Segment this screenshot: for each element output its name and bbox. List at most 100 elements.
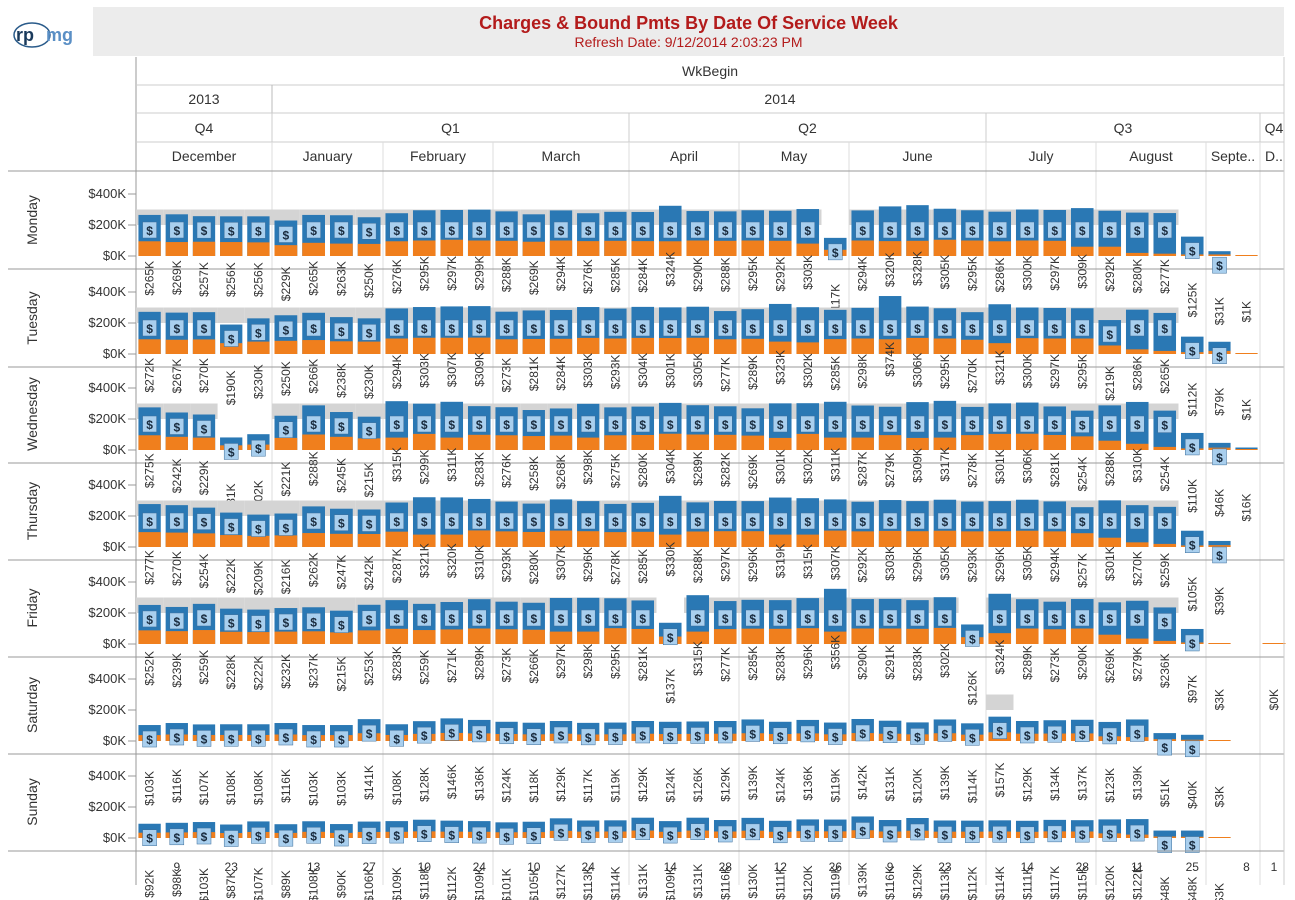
data-label: $374K [883,342,897,377]
data-label: $285K [746,646,760,681]
data-label: $297K [1048,354,1062,389]
dollar-sign-box [965,826,980,843]
dollar-sign: $ [969,418,976,432]
dollar-sign: $ [832,418,839,432]
data-label: $288K [718,257,732,292]
dollar-sign-box [142,730,157,748]
dollar-sign-box [251,222,266,239]
dollar-sign: $ [914,515,921,529]
data-label: $315K [691,641,705,676]
dollar-sign-box [718,512,733,530]
payment-bar [988,633,1012,644]
payment-bar [440,337,464,354]
data-label: $141K [362,765,376,800]
dollar-sign: $ [228,732,235,746]
data-label: $293K [965,548,979,583]
data-label: $116K [279,769,293,803]
rpmg-logo: rp mg [8,20,88,50]
dollar-sign: $ [996,322,1003,336]
data-label: $298K [581,450,595,485]
dollar-sign-box [142,221,157,239]
payment-bar [467,337,491,354]
dollar-sign-box [472,826,487,844]
data-label: $287K [856,452,870,487]
dollar-sign-box [1130,609,1145,627]
dollar-sign-box [553,221,569,239]
dollar-sign-box [196,730,212,747]
dollar-sign-box [1102,325,1117,343]
payment-bar [577,531,600,547]
dollar-sign: $ [1189,539,1196,553]
dollar-sign-box [663,415,678,433]
payment-bar [1098,440,1122,450]
data-label: $330K [663,542,677,577]
payment-bar [467,628,491,644]
dollar-sign: $ [530,830,537,844]
dollar-sign: $ [393,612,400,626]
payment-bar [1208,545,1231,547]
dollar-sign-box [499,319,514,337]
month-header: March [542,148,581,164]
dollar-sign-box [855,822,870,839]
payment-bar [1235,255,1258,256]
payment-bar [1043,531,1067,547]
dollar-sign-box [910,221,925,239]
payment-bar [686,531,710,547]
dollar-sign-box [745,415,760,433]
dollar-sign: $ [1134,727,1141,741]
dollar-sign-box [1157,738,1172,756]
dollar-sign: $ [612,515,619,529]
dollar-sign-box [855,512,870,530]
dollar-sign-box [223,614,239,631]
dollar-sign-box [690,415,705,433]
data-label: $288K [691,548,705,583]
dollar-sign-box [526,415,542,433]
payment-bar [302,533,326,547]
payment-bar [522,241,545,256]
payment-bar [522,531,545,547]
payment-bar [165,532,188,547]
payment-bar [988,241,1012,256]
dollar-sign-box [223,518,239,535]
payment-bar [906,337,929,354]
dollar-sign-box [608,319,623,337]
dollar-sign: $ [667,631,674,645]
dollar-sign: $ [146,832,153,846]
data-label: $294K [1048,547,1062,582]
dollar-sign-box [1102,825,1117,842]
y-tick-label: $0K [103,733,126,748]
dollar-sign: $ [476,728,483,742]
reference-band [327,597,356,613]
dollar-sign-box [1157,221,1172,239]
payment-bar [247,632,270,644]
dollar-sign: $ [585,612,592,626]
data-label: $294K [554,256,568,291]
payment-bar [1098,537,1122,547]
data-label: $276K [500,453,514,488]
payment-bar [549,338,573,354]
data-label: $228K [224,655,238,690]
payment-bar [1098,634,1122,644]
payment-bar [906,531,929,547]
data-label: $237K [307,653,321,688]
dollar-sign-box [608,728,623,745]
dollar-sign-box [499,415,514,433]
x-tick-label: 12 [774,860,788,874]
data-label: $266K [527,649,541,684]
dollar-sign: $ [146,322,153,336]
dollar-sign: $ [1216,350,1223,364]
payment-bar [247,341,270,354]
dollar-sign: $ [639,418,646,432]
dollar-sign: $ [749,612,756,626]
data-label: $297K [554,644,568,679]
dollar-sign-box [828,825,843,842]
data-label: $269K [1103,648,1117,683]
payment-bar [192,339,216,354]
payment-bar [1070,628,1094,644]
dollar-sign: $ [146,613,153,627]
dollar-sign-box [389,319,404,337]
dollar-sign: $ [558,729,565,743]
dollar-sign: $ [612,828,619,842]
dollar-sign: $ [228,617,235,631]
dollar-sign-box [635,512,650,530]
